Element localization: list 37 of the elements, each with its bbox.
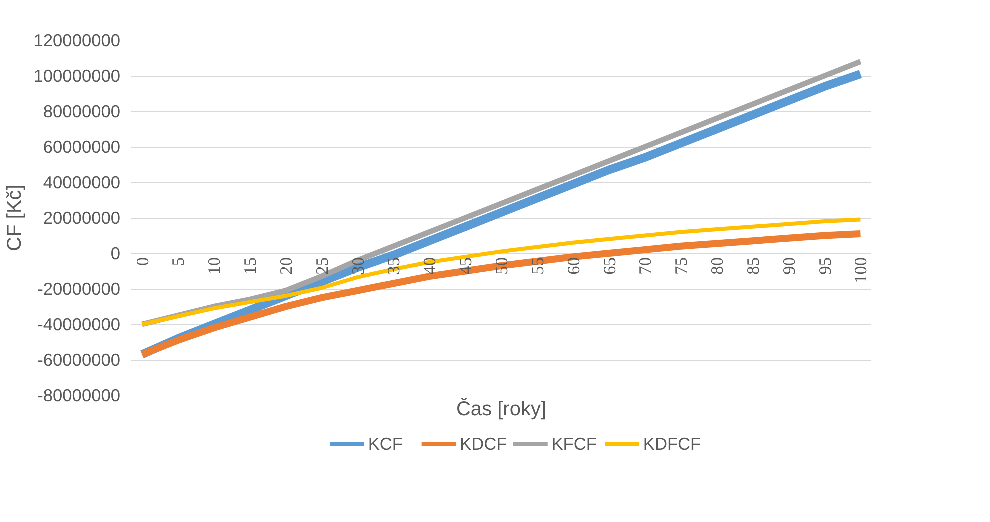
y-tick-label: 40000000 <box>43 172 121 192</box>
legend-label: KDCF <box>460 434 508 454</box>
x-tick-label: 15 <box>241 258 260 275</box>
x-tick-label: 80 <box>708 258 728 275</box>
y-tick-label: -80000000 <box>38 386 121 406</box>
x-tick-label: 10 <box>205 258 224 275</box>
x-tick-label: 65 <box>600 258 620 275</box>
legend-label: KCF <box>368 434 404 454</box>
x-tick-label: 40 <box>420 258 440 275</box>
x-axis-title: Čas [roky] <box>456 398 547 420</box>
x-tick-label: 90 <box>780 258 799 275</box>
y-tick-label: 100000000 <box>34 66 120 86</box>
x-tick-label: 55 <box>528 258 548 275</box>
y-tick-label: -40000000 <box>38 314 121 334</box>
x-tick-label: 45 <box>456 258 476 275</box>
legend-label: KFCF <box>552 434 597 454</box>
x-tick-label: 35 <box>384 258 404 275</box>
legend-label: KDFCF <box>643 434 702 454</box>
y-tick-label: 120000000 <box>34 30 120 50</box>
x-tick-label: 60 <box>564 258 584 275</box>
x-tick-label: 70 <box>636 258 656 275</box>
x-tick-label: 20 <box>276 258 296 275</box>
y-tick-label: -20000000 <box>38 279 121 299</box>
x-tick-label: 75 <box>672 258 692 275</box>
x-tick-label: 85 <box>744 258 763 275</box>
x-tick-label: 25 <box>312 258 332 275</box>
x-tick-label: 100 <box>852 257 871 284</box>
y-tick-label: -60000000 <box>38 350 121 370</box>
y-tick-label: 60000000 <box>43 137 121 157</box>
x-tick-label: 0 <box>133 257 152 266</box>
x-tick-label: 30 <box>348 258 368 275</box>
y-axis-title: CF [Kč] <box>4 184 26 252</box>
y-tick-label: 20000000 <box>43 208 121 228</box>
x-tick-label: 5 <box>169 257 188 266</box>
x-tick-label: 95 <box>816 258 835 275</box>
x-tick-label: 50 <box>492 258 512 275</box>
y-tick-label: 80000000 <box>43 102 121 122</box>
